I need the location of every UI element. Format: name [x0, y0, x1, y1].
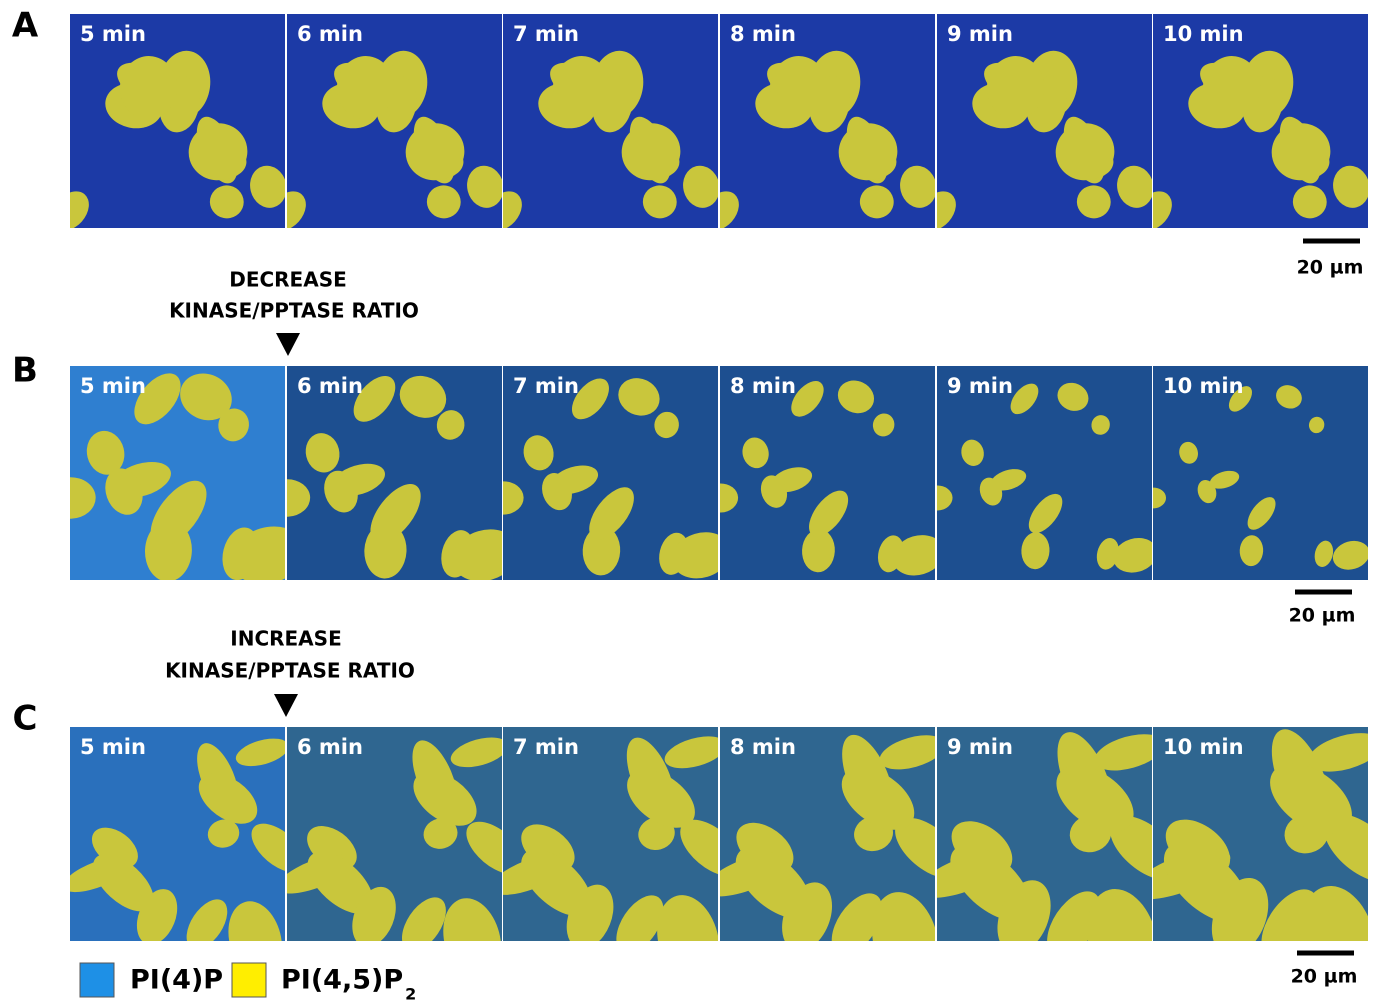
time-label: 5 min — [80, 735, 146, 759]
micrograph — [1126, 721, 1376, 1001]
time-label: 7 min — [513, 735, 579, 759]
micrograph — [264, 366, 525, 589]
micrograph — [483, 366, 737, 585]
micrograph — [1140, 366, 1373, 580]
arrow — [274, 694, 298, 717]
micrograph — [260, 14, 507, 238]
time-label: 10 min — [1163, 374, 1244, 398]
panel-label: B — [12, 351, 38, 391]
annotation: DECREASE — [229, 268, 347, 292]
micrograph — [485, 727, 752, 991]
micrograph — [273, 727, 534, 987]
micrograph — [702, 366, 949, 581]
annotation: KINASE/PPTASE RATIO — [165, 659, 415, 683]
time-label: 8 min — [730, 22, 796, 46]
micrograph — [59, 727, 314, 984]
micrograph — [699, 727, 972, 994]
micrograph — [44, 365, 312, 593]
time-label: 9 min — [947, 735, 1013, 759]
figure: A B C DECREASE KINASE/PPTASE RATIO INCRE… — [0, 0, 1376, 1005]
time-label: 10 min — [1163, 22, 1244, 46]
time-label: 5 min — [80, 22, 146, 46]
micrograph — [922, 366, 1162, 580]
time-label: 9 min — [947, 22, 1013, 46]
micrograph — [693, 14, 940, 238]
scale-label: 20 µm — [1289, 605, 1356, 627]
legend-label: PI(4)P — [130, 965, 223, 996]
arrow — [276, 333, 300, 356]
panel-label: C — [13, 699, 38, 739]
time-label: 6 min — [297, 735, 363, 759]
annotation: INCREASE — [230, 627, 341, 651]
micrograph — [476, 14, 723, 238]
micrograph — [910, 14, 1157, 238]
time-label: 8 min — [730, 374, 796, 398]
time-label: 6 min — [297, 374, 363, 398]
scale-label: 20 µm — [1291, 966, 1358, 988]
micrograph — [43, 14, 290, 238]
time-label: 7 min — [513, 374, 579, 398]
time-label: 8 min — [730, 735, 796, 759]
time-label: 10 min — [1163, 735, 1244, 759]
time-label: 6 min — [297, 22, 363, 46]
legend-label: PI(4,5)P — [281, 965, 403, 996]
time-label: 5 min — [80, 374, 146, 398]
annotation: KINASE/PPTASE RATIO — [169, 299, 419, 323]
legend-subscript: 2 — [405, 985, 416, 1004]
scale-label: 20 µm — [1297, 257, 1364, 279]
panel-label: A — [12, 6, 39, 46]
micrograph — [1126, 14, 1373, 238]
legend-swatch — [232, 963, 266, 997]
images: 5 min 6 min 7 min 8 min 9 min 10 min 5 min 6 mi… — [43, 14, 1376, 1001]
time-label: 7 min — [513, 22, 579, 46]
legend-swatch — [80, 963, 114, 997]
micrograph — [913, 725, 1192, 998]
time-label: 9 min — [947, 374, 1013, 398]
